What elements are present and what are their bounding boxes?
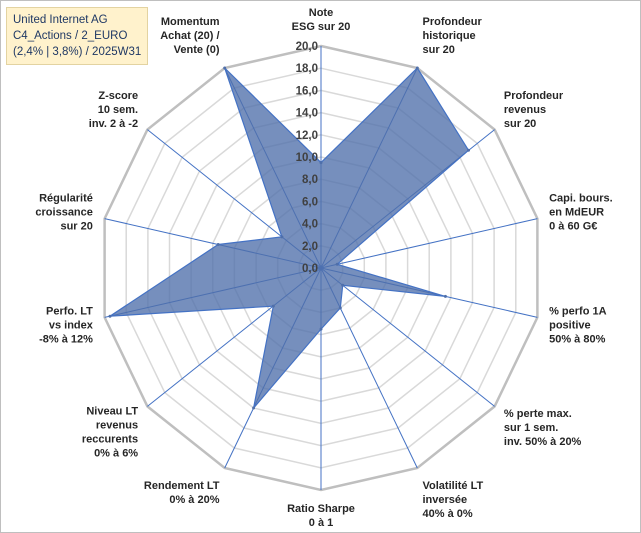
data-point [223, 66, 227, 70]
category-label-line: croissance [35, 206, 92, 218]
radar-series [107, 66, 470, 411]
category-label-line: sur 20 [504, 118, 536, 130]
category-label-line: sur 20 [60, 220, 92, 232]
category-label-line: revenus [504, 104, 546, 116]
category-label: Régularité croissance sur 20 [35, 192, 92, 232]
data-point [335, 262, 339, 266]
category-label: Niveau LT revenus reccurents 0% à 6% [82, 405, 139, 459]
axis-spoke [320, 267, 495, 407]
category-label-line: Vente (0) [174, 44, 220, 56]
category-label: Momentum Achat (20) / Vente (0) [160, 16, 220, 56]
category-label-line: Régularité [39, 192, 93, 204]
category-label-line: 40% à 0% [423, 508, 473, 520]
data-point [252, 406, 256, 410]
info-company-name: United Internet AG [13, 14, 108, 26]
category-label-line: Note [309, 7, 333, 19]
data-point [338, 306, 342, 310]
category-label-line: historique [423, 30, 476, 42]
data-point [271, 304, 275, 308]
category-label: Capi. bours. en MdEUR 0 à 60 G€ [549, 192, 613, 232]
category-label-line: % perte max. [504, 408, 572, 420]
category-label-line: vs index [49, 320, 94, 332]
category-label: Profondeur revenus sur 20 [504, 90, 564, 130]
category-label-line: Momentum [161, 16, 220, 28]
tick-label: 6,0 [302, 196, 318, 208]
tick-label: 0,0 [302, 263, 318, 275]
category-label-line: inv. 50% à 20% [504, 436, 582, 448]
category-label-line: inv. 2 à -2 [89, 118, 138, 130]
category-label: Z-score 10 sem. inv. 2 à -2 [89, 90, 138, 130]
radial-tick-labels: 0,0 2,0 4,0 6,0 8,0 10,0 12,0 14,0 16,0 18,0 20,0 [296, 41, 318, 275]
tick-label: 16,0 [296, 85, 318, 97]
category-labels: Note ESG sur 20 Profondeur historique sur 20… [35, 7, 612, 529]
category-label-line: 0% à 6% [94, 447, 138, 459]
category-label-line: inversée [423, 494, 468, 506]
category-label-line: Profondeur [504, 90, 564, 102]
category-label-line: Volatilité LT [423, 480, 484, 492]
info-period: (2,4% | 3,8%) / 2025W31 [13, 46, 142, 58]
category-label-line: sur 20 [423, 44, 455, 56]
category-label: % perte max. sur 1 sem. inv. 50% à 20% [504, 408, 582, 448]
tick-label: 2,0 [302, 241, 318, 253]
tick-label: 18,0 [296, 63, 318, 75]
category-label-line: Niveau LT [86, 405, 138, 417]
tick-label: 10,0 [296, 152, 318, 164]
info-box: United Internet AG C4_Actions / 2_EURO (… [6, 7, 148, 65]
category-label-line: 0 à 1 [309, 517, 333, 529]
category-label-line: revenus [96, 419, 138, 431]
category-label-line: Ratio Sharpe [287, 503, 355, 515]
category-label-line: en MdEUR [549, 206, 604, 218]
axis-spoke [320, 218, 538, 269]
tick-label: 12,0 [296, 130, 318, 142]
category-label: Ratio Sharpe 0 à 1 [287, 503, 355, 529]
category-label-line: Capi. bours. [549, 192, 613, 204]
series-area [107, 67, 470, 411]
category-label: % perfo 1A positive 50% à 80% [549, 306, 607, 346]
category-label-line: Perfo. LT [46, 306, 93, 318]
tick-label: 20,0 [296, 41, 318, 53]
category-label: Volatilité LT inversée 40% à 0% [423, 480, 484, 520]
category-label-line: 0 à 60 G€ [549, 220, 597, 232]
data-point [319, 327, 323, 331]
data-point [280, 235, 284, 239]
category-label-line: ESG sur 20 [292, 21, 351, 33]
category-label-line: sur 1 sem. [504, 422, 558, 434]
category-label-line: positive [549, 320, 591, 332]
category-label-line: 0% à 20% [169, 494, 219, 506]
category-label-line: Achat (20) / [160, 30, 219, 42]
tick-label: 4,0 [302, 219, 318, 231]
category-label-line: % perfo 1A [549, 306, 607, 318]
data-point [108, 314, 112, 318]
category-label-line: 10 sem. [98, 104, 138, 116]
category-label: Rendement LT 0% à 20% [144, 480, 220, 506]
info-portfolio: C4_Actions / 2_EURO [13, 30, 128, 42]
category-label-line: Profondeur [423, 16, 483, 28]
data-point [443, 294, 447, 298]
category-label-line: reccurents [82, 433, 138, 445]
category-label: Perfo. LT vs index -8% à 12% [39, 306, 94, 346]
tick-label: 14,0 [296, 108, 318, 120]
category-label-line: Z-score [98, 90, 138, 102]
tick-label: 8,0 [302, 174, 318, 186]
category-label: Profondeur historique sur 20 [423, 16, 483, 56]
data-point [216, 243, 220, 246]
category-label-line: -8% à 12% [39, 334, 93, 346]
data-point [415, 66, 419, 70]
category-label: Note ESG sur 20 [292, 7, 351, 33]
category-label-line: Rendement LT [144, 480, 220, 492]
category-label-line: 50% à 80% [549, 334, 605, 346]
data-point [319, 161, 323, 165]
data-point [341, 283, 345, 287]
data-point [467, 148, 470, 152]
